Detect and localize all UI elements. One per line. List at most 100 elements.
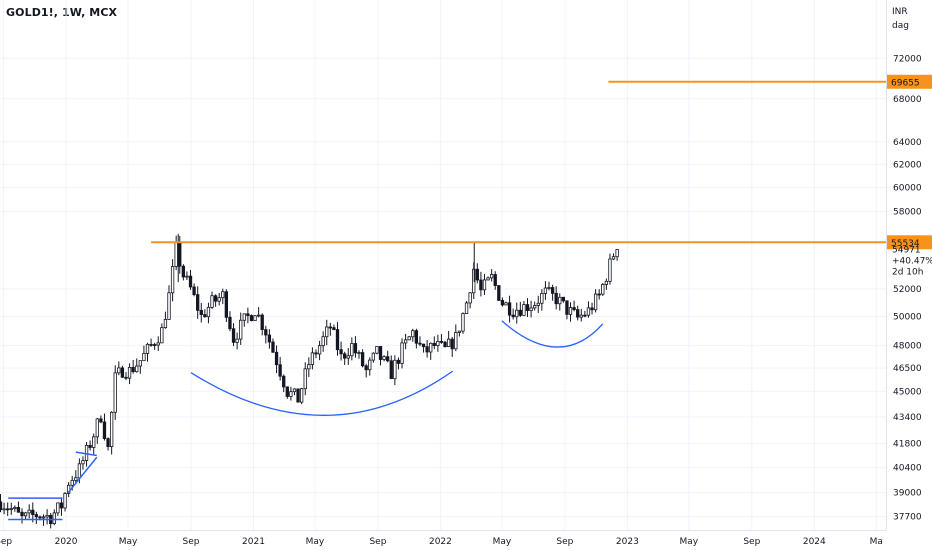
candle-body: [507, 302, 512, 316]
candle-body: [382, 356, 386, 360]
candle-body: [561, 296, 566, 302]
candle-body: [163, 319, 168, 329]
candle-body: [386, 356, 390, 362]
candle-body: [102, 421, 107, 440]
candle-body: [127, 366, 132, 379]
candle-body: [303, 368, 307, 390]
candle-body: [432, 342, 436, 346]
candle-body: [615, 249, 619, 258]
time-tick-label: 2023: [616, 537, 639, 547]
triangle-top[interactable]: [75, 451, 97, 457]
candle-body: [464, 302, 469, 314]
time-tick-label: May: [493, 537, 512, 547]
candle-body: [124, 376, 128, 379]
candle-body: [199, 309, 203, 316]
candle-body: [188, 275, 193, 288]
price-tick-label: 68000: [893, 95, 922, 105]
candle-body: [120, 367, 125, 378]
time-tick-label: May: [680, 537, 699, 547]
price-tick-label: 45000: [893, 387, 922, 397]
candle-body: [511, 314, 515, 318]
price-tick-label: 43400: [893, 413, 922, 423]
candle-body: [81, 460, 85, 465]
candle-body: [515, 309, 519, 318]
candle-body: [13, 507, 17, 509]
candle-body: [579, 314, 583, 318]
candle-body: [475, 268, 479, 281]
candle-body: [213, 295, 218, 302]
candle-body: [0, 501, 3, 511]
candle-body: [156, 342, 160, 346]
candle-body: [2, 508, 6, 511]
candle-body: [239, 319, 243, 340]
candle-body: [74, 477, 78, 481]
price-tick-label: 72000: [893, 54, 922, 64]
candle-body: [429, 342, 433, 353]
candle-body: [27, 509, 31, 514]
candle-body: [504, 302, 508, 306]
axis-currency-label: INR: [892, 7, 908, 17]
time-tick-label: Sep: [556, 537, 573, 547]
candle-body: [253, 315, 257, 322]
candle-body: [210, 295, 214, 308]
candle-body: [307, 364, 311, 370]
candle-body: [493, 274, 497, 286]
cup-arc-2[interactable]: [501, 320, 604, 348]
price-tick-label: 46500: [893, 364, 922, 374]
candle-body: [282, 375, 286, 388]
candle-body: [565, 300, 569, 315]
candle-body: [109, 411, 114, 448]
candle-body: [206, 306, 211, 318]
candle-body: [95, 418, 99, 438]
candle-body: [583, 314, 587, 317]
candle-body: [393, 359, 397, 380]
time-tick-label: Sep: [0, 537, 12, 547]
candle-body: [228, 316, 232, 330]
candle-body: [99, 418, 103, 423]
time-tick-label: Ma: [870, 537, 883, 547]
price-tick-label: 39000: [893, 489, 922, 499]
price-tick-label: 64000: [893, 138, 922, 148]
candle-body: [138, 360, 142, 367]
price-tick-label: 37700: [893, 513, 922, 523]
candle-body: [34, 514, 39, 518]
candle-body: [203, 314, 207, 318]
candle-body: [246, 313, 250, 316]
candle-body: [597, 293, 601, 296]
candle-body: [20, 511, 24, 517]
time-tick-label: May: [119, 537, 138, 547]
axis-unit-label: dag: [892, 21, 909, 31]
level-price-label: 55534: [891, 239, 920, 249]
candle-body: [38, 516, 42, 519]
candle-body: [472, 268, 476, 294]
candle-body: [153, 344, 157, 346]
candle-body: [425, 346, 429, 353]
candle-body: [242, 313, 246, 321]
price-tick-label: 40400: [893, 464, 922, 474]
candle-body: [117, 367, 121, 374]
candle-body: [278, 364, 282, 377]
candle-body: [88, 444, 92, 448]
candle-body: [274, 351, 279, 366]
triangle-bottom[interactable]: [67, 456, 98, 494]
cup-arc-1[interactable]: [190, 370, 454, 416]
candle-body: [439, 340, 444, 343]
candle-body: [285, 386, 289, 397]
candle-body: [131, 366, 135, 373]
candle-body: [536, 302, 540, 306]
candle-body: [364, 365, 368, 371]
time-tick-label: 2021: [242, 537, 265, 547]
candle-body: [450, 338, 454, 350]
chart-symbol-header: GOLD1!, 1W, MCX: [6, 6, 118, 19]
candle-body: [608, 258, 612, 282]
candle-body: [332, 327, 336, 330]
candle-body: [221, 291, 225, 299]
candle-body: [299, 388, 304, 403]
time-tick-label: 2024: [803, 537, 826, 547]
candle-body: [9, 508, 13, 510]
candle-body: [418, 342, 422, 345]
candle-body: [41, 516, 46, 519]
candle-body: [249, 315, 254, 322]
candle-body: [497, 285, 501, 301]
